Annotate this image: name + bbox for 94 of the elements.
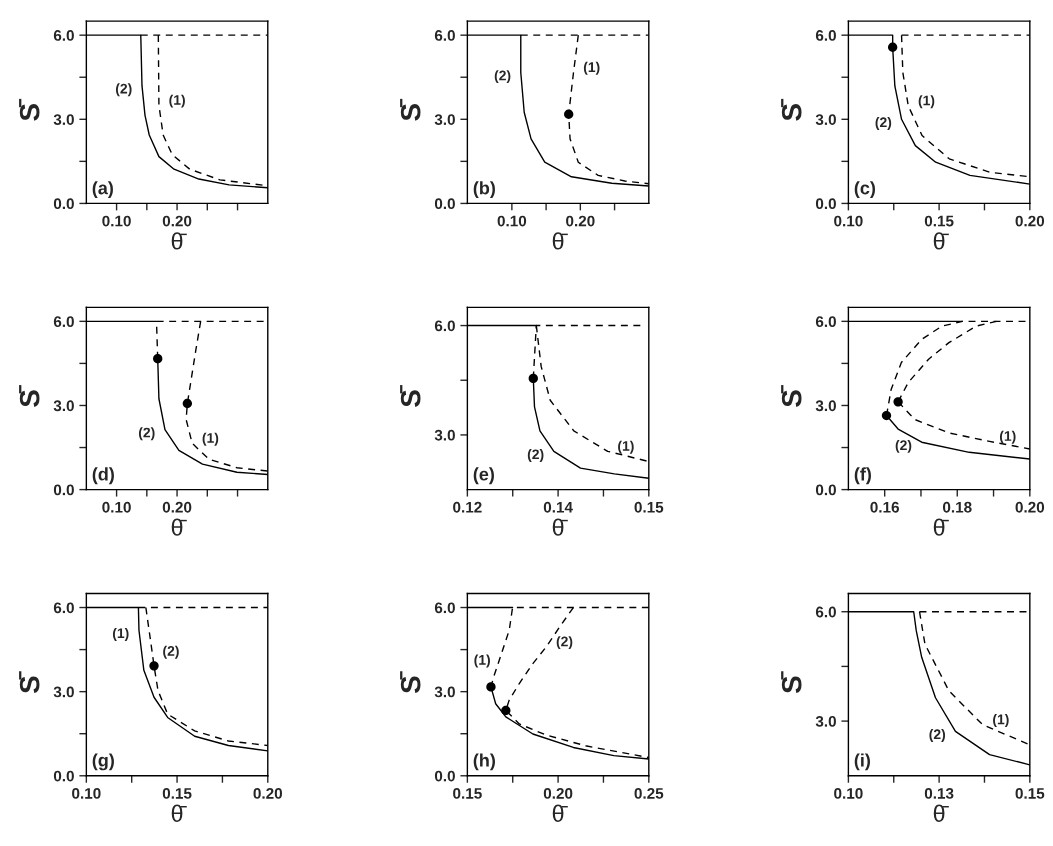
y-axis-title: S̄ — [19, 385, 40, 407]
x-tick-label: 0.20 — [566, 215, 595, 227]
annotation: (f) — [854, 467, 871, 485]
x-tick-label: 0.15 — [924, 215, 954, 227]
x-axis-title: θ̄ — [171, 804, 187, 822]
x-tick-label: 0.20 — [162, 215, 192, 227]
x-tick-label: 0.10 — [102, 215, 131, 227]
y-tick-label: 6.0 — [815, 606, 836, 618]
x-tick-label: 0.20 — [162, 501, 192, 513]
annotation: (2) — [494, 70, 511, 84]
y-tick-label: 3.0 — [434, 114, 455, 126]
x-axis-title: θ̄ — [933, 804, 949, 822]
annotation: (e) — [473, 467, 494, 485]
y-tick-label: 6.0 — [434, 30, 455, 41]
y-tick-label: 0.0 — [815, 484, 836, 496]
x-tick-label: 0.10 — [497, 215, 527, 227]
annotation: (1) — [112, 627, 129, 641]
y-tick-label: 3.0 — [53, 686, 74, 698]
x-axis-title: θ̄ — [933, 518, 949, 536]
y-tick-label: 0.0 — [815, 198, 836, 210]
x-tick-label: 0.10 — [834, 787, 863, 799]
y-tick-label: 6.0 — [434, 320, 455, 332]
annotation: (2) — [556, 636, 573, 650]
x-tick-label: 0.20 — [1015, 501, 1045, 513]
x-tick-label: 0.15 — [634, 501, 664, 513]
annotation: (c) — [854, 181, 876, 198]
x-tick-label: 0.14 — [543, 501, 573, 513]
x-axis-title: θ̄ — [933, 232, 949, 250]
annotation: (2) — [115, 83, 132, 97]
x-axis-title: θ̄ — [552, 804, 568, 822]
x-tick-label: 0.10 — [102, 501, 131, 513]
annotation: (i) — [854, 753, 870, 771]
x-tick-label: 0.20 — [543, 787, 573, 799]
x-tick-label: 0.10 — [834, 215, 863, 227]
annotation: (h) — [473, 753, 495, 771]
x-tick-label: 0.18 — [943, 501, 972, 513]
x-tick-label: 0.15 — [1015, 787, 1045, 799]
y-tick-label: 3.0 — [815, 114, 836, 126]
annotation: (1) — [918, 95, 935, 109]
annotation: (1) — [202, 432, 219, 446]
y-tick-label: 6.0 — [53, 316, 74, 328]
y-tick-label: 3.0 — [434, 429, 455, 441]
annotation: (2) — [895, 439, 912, 453]
y-axis-title: S̄ — [400, 98, 421, 121]
y-tick-label: 6.0 — [434, 602, 455, 614]
x-tick-label: 0.20 — [1015, 215, 1045, 227]
y-tick-label: 6.0 — [815, 316, 836, 328]
x-tick-label: 0.10 — [72, 787, 101, 799]
annotation: (2) — [527, 449, 544, 462]
x-axis-title: θ̄ — [171, 232, 187, 250]
annotation: (1) — [993, 714, 1009, 728]
y-tick-label: 3.0 — [815, 715, 836, 727]
y-tick-label: 6.0 — [815, 30, 836, 41]
x-tick-label: 0.13 — [924, 787, 954, 799]
y-tick-label: 0.0 — [53, 770, 74, 782]
x-axis-title: θ̄ — [552, 232, 568, 250]
x-tick-label: 0.15 — [453, 787, 482, 799]
annotation: (2) — [138, 427, 155, 441]
y-tick-label: 3.0 — [815, 400, 836, 412]
y-tick-label: 6.0 — [53, 602, 74, 614]
annotation: (d) — [92, 467, 114, 485]
annotation: (1) — [999, 430, 1016, 444]
y-tick-label: 3.0 — [53, 400, 74, 412]
y-axis-title: S̄ — [400, 385, 421, 407]
annotation: (a) — [92, 181, 113, 198]
y-tick-label: 0.0 — [434, 770, 455, 782]
annotation: (2) — [163, 645, 179, 659]
annotation: (1) — [474, 654, 490, 668]
y-tick-label: 0.0 — [434, 198, 455, 210]
y-tick-label: 0.0 — [53, 198, 74, 210]
annotation: (1) — [169, 94, 185, 108]
x-tick-label: 0.15 — [162, 787, 192, 799]
y-tick-label: 3.0 — [53, 114, 74, 126]
y-axis-title: S̄ — [400, 671, 421, 694]
annotation: (1) — [583, 61, 600, 75]
x-axis-title: θ̄ — [552, 518, 568, 536]
annotation: (b) — [473, 181, 495, 198]
y-tick-label: 6.0 — [53, 30, 74, 41]
y-axis-title: S̄ — [781, 385, 802, 407]
annotation: (2) — [929, 729, 946, 742]
x-tick-label: 0.20 — [253, 787, 283, 799]
y-tick-label: 0.0 — [53, 484, 74, 496]
x-tick-label: 0.25 — [634, 787, 664, 799]
x-axis-title: θ̄ — [171, 518, 187, 536]
annotation: (2) — [875, 116, 892, 130]
annotation: (g) — [92, 753, 114, 771]
x-tick-label: 0.12 — [453, 501, 482, 513]
y-axis-title: S̄ — [781, 98, 802, 121]
x-tick-label: 0.16 — [870, 501, 899, 513]
annotation: (1) — [618, 440, 634, 454]
y-axis-title: S̄ — [19, 671, 40, 694]
y-axis-title: S̄ — [19, 98, 40, 121]
y-axis-title: S̄ — [781, 671, 802, 694]
y-tick-label: 3.0 — [434, 686, 455, 698]
